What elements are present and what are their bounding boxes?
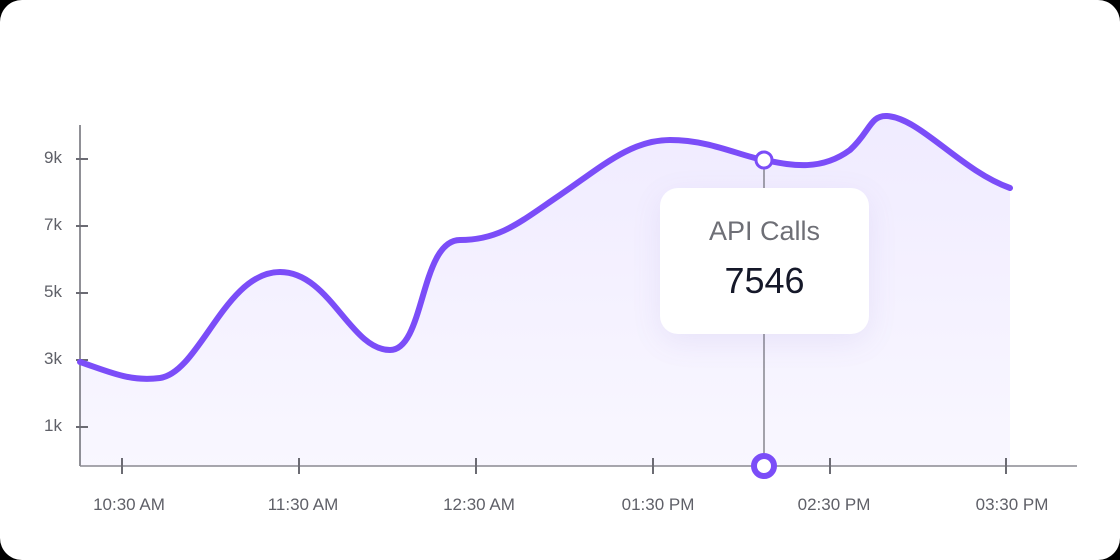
tooltip-title: API Calls [708, 216, 821, 246]
x-tick-label: 10:30 AM [93, 495, 165, 514]
x-tick-label: 01:30 PM [621, 495, 695, 514]
x-tick-label: 12:30 AM [443, 495, 515, 514]
tooltip: API Calls 7546 [660, 188, 869, 334]
y-tick-label: 3k [44, 349, 62, 368]
x-tick-label: 03:30 PM [975, 495, 1049, 514]
y-tick-label: 9k [44, 148, 62, 167]
x-ticks [121, 458, 1007, 474]
x-axis-marker[interactable] [751, 453, 777, 479]
x-tick-label: 02:30 PM [797, 495, 871, 514]
tooltip-value: 7546 [724, 260, 805, 301]
hover-point[interactable] [754, 150, 774, 170]
series-line-api-calls [77, 113, 1013, 382]
x-tick-label: 11:30 AM [267, 495, 339, 514]
y-tick-label: 1k [44, 416, 62, 435]
y-tick-label: 7k [44, 215, 62, 234]
area-fill [80, 115, 1010, 467]
y-tick-label: 5k [44, 282, 62, 301]
